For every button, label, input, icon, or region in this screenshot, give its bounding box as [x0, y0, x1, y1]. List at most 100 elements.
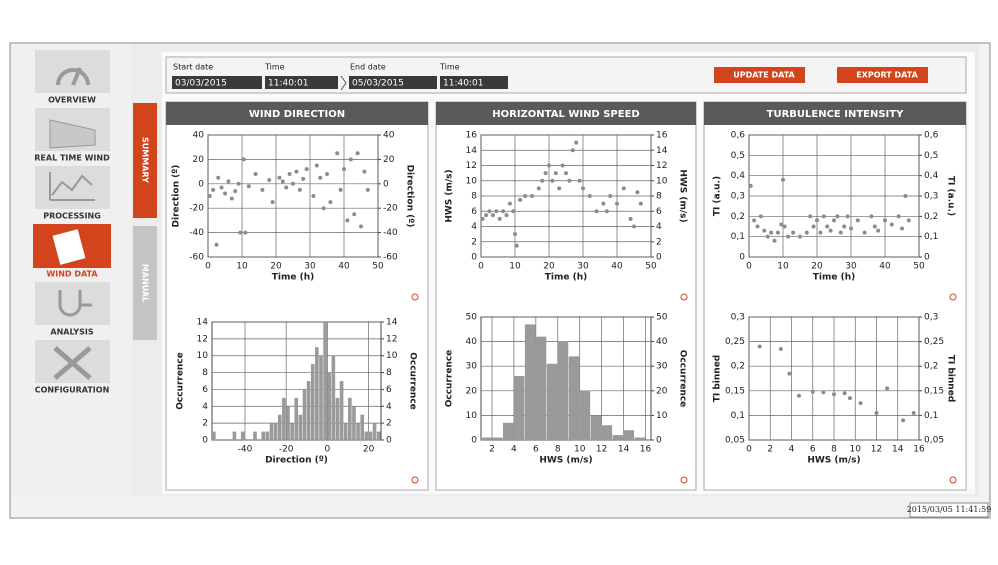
- y2-tick-label: 0: [386, 436, 392, 446]
- bar: [481, 437, 492, 440]
- y-tick-label: 0,05: [725, 436, 745, 446]
- y2-tick-label: 14: [386, 318, 398, 328]
- bar: [282, 397, 286, 440]
- zoom-icons: [411, 293, 957, 484]
- zoom-icon[interactable]: [949, 293, 957, 301]
- button[interactable]: [714, 67, 805, 83]
- input-value[interactable]: 03/03/2015: [175, 79, 227, 89]
- point: [277, 175, 282, 180]
- point: [889, 222, 894, 227]
- y2-axis-label: TI (a.u.): [946, 176, 956, 216]
- x-axis-label: Direction (º): [265, 456, 328, 466]
- zoom-icon[interactable]: [411, 293, 419, 301]
- x-tick-label: 6: [533, 445, 539, 455]
- point: [796, 393, 801, 398]
- point: [291, 181, 295, 186]
- x-axis-label: Time (h): [272, 273, 314, 283]
- y2-tick-label: 12: [386, 334, 397, 344]
- point: [501, 209, 506, 214]
- panel-title: WIND DIRECTION: [249, 109, 345, 120]
- button-label[interactable]: UPDATE DATA: [733, 71, 795, 80]
- plot-area: [207, 134, 379, 258]
- point: [219, 185, 224, 190]
- point: [901, 418, 906, 423]
- button-label[interactable]: EXPORT DATA: [856, 71, 918, 80]
- bar: [348, 397, 352, 440]
- point: [284, 185, 289, 190]
- input-value[interactable]: 11:40:01: [268, 79, 308, 89]
- y-tick-label: -40: [189, 228, 204, 238]
- icon: [49, 172, 95, 201]
- y-tick-label: 40: [466, 337, 478, 347]
- nav-label[interactable]: REAL TIME WIND: [34, 154, 110, 163]
- x-tick-label: 0: [205, 262, 211, 272]
- nav-label[interactable]: OVERVIEW: [48, 96, 96, 105]
- nav-label[interactable]: CONFIGURATION: [35, 386, 110, 395]
- point: [359, 224, 363, 229]
- y-tick-label: 20: [193, 155, 205, 165]
- nav-label[interactable]: ANALYSIS: [50, 328, 93, 337]
- tab-label[interactable]: MANUAL: [141, 264, 150, 302]
- point: [530, 194, 534, 198]
- y-tick-label: 0,6: [731, 131, 746, 141]
- zoom-icon[interactable]: [411, 476, 419, 484]
- bar: [310, 364, 315, 440]
- y-axis-label: Direction (º): [172, 165, 182, 228]
- input-value[interactable]: 05/03/2015: [352, 79, 404, 89]
- icon: [58, 290, 92, 317]
- bar: [524, 324, 536, 440]
- point: [280, 179, 285, 184]
- y2-tick-label: 10: [386, 351, 398, 361]
- point: [855, 218, 860, 223]
- point: [304, 167, 309, 172]
- tab[interactable]: [133, 226, 157, 340]
- y2-tick-label: 0,25: [924, 337, 944, 347]
- bar: [265, 431, 270, 440]
- point: [574, 140, 579, 145]
- input-value[interactable]: 11:40:01: [443, 79, 483, 89]
- x-tick-label: 20: [270, 262, 282, 272]
- zoom-icon[interactable]: [949, 476, 957, 484]
- point: [301, 176, 306, 181]
- tab-label[interactable]: SUMMARY: [141, 137, 150, 183]
- bar: [306, 381, 311, 440]
- y-tick-label: 10: [466, 176, 478, 186]
- panel-title: TURBULENCE INTENSITY: [767, 109, 904, 120]
- nav-label[interactable]: PROCESSING: [43, 212, 101, 221]
- button[interactable]: [837, 67, 928, 83]
- panel-header: [704, 102, 966, 125]
- point: [787, 371, 792, 376]
- y2-tick-label: 10: [656, 411, 668, 421]
- y2-tick-label: 0: [924, 253, 930, 263]
- nav-label[interactable]: WIND DATA: [46, 270, 98, 279]
- point: [494, 209, 499, 214]
- point: [362, 169, 367, 174]
- input[interactable]: [172, 76, 262, 89]
- tile[interactable]: [35, 166, 110, 209]
- y2-axis-label: TI binned: [946, 355, 956, 403]
- y2-tick-label: 4: [656, 222, 662, 232]
- point: [536, 186, 541, 191]
- tab-active[interactable]: [133, 103, 157, 218]
- point: [543, 171, 548, 176]
- y-axis-label: HWS (m/s): [445, 169, 455, 222]
- x-tick-label: 30: [577, 262, 589, 272]
- bar: [623, 430, 635, 440]
- bar: [253, 431, 257, 440]
- point: [858, 401, 863, 406]
- zoom-icon[interactable]: [680, 293, 688, 301]
- input[interactable]: [349, 76, 437, 89]
- point: [365, 187, 370, 192]
- y-tick-label: 0,3: [731, 192, 745, 202]
- y-tick-label: 0,3: [731, 313, 745, 323]
- point: [825, 224, 830, 229]
- y2-axis-label: Occurrence: [678, 350, 688, 408]
- tile[interactable]: [35, 282, 110, 325]
- input[interactable]: [440, 76, 508, 89]
- point: [226, 179, 231, 184]
- zoom-icon[interactable]: [680, 476, 688, 484]
- y2-axis-label: Direction (º): [405, 165, 415, 228]
- bar: [315, 347, 319, 440]
- y-tick-label: -20: [189, 204, 204, 214]
- input[interactable]: [265, 76, 338, 89]
